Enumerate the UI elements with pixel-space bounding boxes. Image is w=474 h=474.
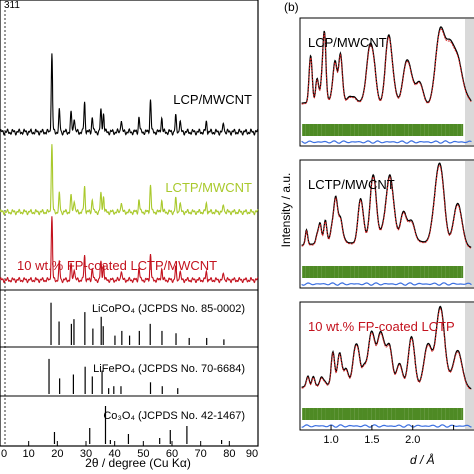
panel-a-frame (0, 0, 259, 447)
panel-a: LCP/MWCNT LCTP/MWCNT 10 wt.% FP-coated LCT… (0, 0, 259, 470)
x-tick-label: 0 (1, 448, 7, 460)
excluded-region (465, 161, 474, 287)
refinement-label-3: 10 wt.% FP-coated LCTP (308, 319, 455, 334)
x-tick-label: 90 (246, 448, 258, 460)
calculated-pattern (301, 307, 472, 391)
x-tick-label: 60 (166, 448, 178, 460)
refinement-panel-3: 10 wt.% FP-coated LCTP (299, 301, 474, 431)
excluded-region (465, 19, 474, 145)
x-tick-label: 50 (137, 448, 149, 460)
series-label-1: LCP/MWCNT (173, 92, 252, 107)
difference-curve (301, 424, 472, 428)
d-axis-label: d / Å (410, 452, 435, 467)
excluded-region (465, 303, 474, 429)
x-tick-label: 10 (23, 448, 35, 460)
reference-label-2: LiFePO₄ (JCPDS No. 70-6684) (93, 363, 245, 375)
x-tick-label: 70 (195, 448, 207, 460)
xrd-pattern-1 (0, 53, 259, 137)
x-axis-label: 2θ / degree (Cu Kα) (85, 456, 191, 470)
x-tick-label: 20 (51, 448, 63, 460)
refinement-frame (299, 301, 474, 431)
reference-label-1: LiCoPO₄ (JCPDS No. 85-0002) (92, 303, 245, 315)
refinement-label-1: LCP/MWCNT (308, 35, 387, 50)
reference-label-3: Co₃O₄ (JCPDS No. 42-1467) (103, 410, 245, 422)
x-tick-label: 30 (80, 448, 92, 460)
x-tick-label: 80 (223, 448, 235, 460)
series-label-3: 10 wt.% FP-coated LCTP/MWCNT (17, 258, 217, 273)
xrd-pattern-3 (0, 216, 259, 284)
panel-b-label: (b) (284, 0, 299, 14)
panel-b: (b) Intensity / a.u. LCP/MWCNT LCTP/MWCNT… (279, 0, 474, 467)
y-axis-label: Intensity / a.u. (279, 173, 293, 248)
refinement-frame (299, 17, 474, 147)
peak-label-311: 311 (4, 0, 20, 11)
calculated-pattern (301, 28, 472, 105)
refinement-label-2: LCTP/MWCNT (308, 177, 395, 192)
xrd-pattern-2 (0, 144, 259, 216)
series-label-2: LCTP/MWCNT (165, 180, 252, 195)
d-tick-label: 1.5 (364, 434, 379, 446)
d-tick-label: 2.0 (405, 434, 420, 446)
refinement-panel-2: LCTP/MWCNT (299, 159, 474, 289)
x-tick-label: 40 (109, 448, 121, 460)
difference-curve (301, 282, 472, 286)
d-tick-label: 1.0 (323, 434, 338, 446)
calculated-pattern (301, 164, 472, 249)
refinement-frame (299, 159, 474, 289)
refinement-panel-1: LCP/MWCNT (299, 17, 474, 147)
difference-curve (301, 140, 472, 144)
